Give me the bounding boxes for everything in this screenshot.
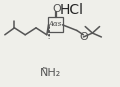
Text: Aαs: Aαs [48, 20, 62, 28]
Text: O: O [79, 32, 88, 42]
Text: HCl: HCl [60, 3, 84, 17]
Text: ÑH₂: ÑH₂ [40, 68, 61, 78]
Text: O: O [52, 4, 61, 14]
FancyBboxPatch shape [48, 17, 63, 32]
